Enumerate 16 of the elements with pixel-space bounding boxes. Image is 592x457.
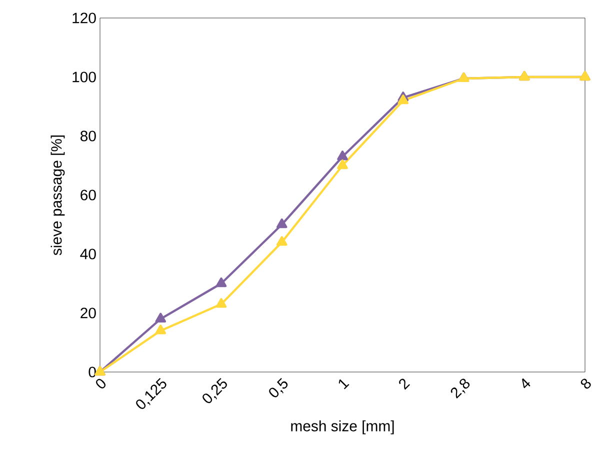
y-tick-label: 80 bbox=[80, 130, 96, 142]
x-tick-label: 2,8 bbox=[450, 378, 470, 399]
y-axis-title: sieve passage [%] bbox=[50, 135, 65, 256]
x-tick-label: 2 bbox=[399, 378, 410, 390]
y-tick-label: 60 bbox=[80, 190, 96, 200]
y-tick-label: 120 bbox=[72, 12, 96, 24]
x-tick-label: 0,5 bbox=[269, 378, 288, 398]
x-tick-label: 0 bbox=[96, 378, 106, 388]
y-tick-label: 0 bbox=[88, 366, 96, 378]
y-tick-label: 20 bbox=[80, 308, 96, 318]
y-tick-label: 40 bbox=[80, 248, 96, 260]
x-axis-title: mesh size [mm] bbox=[291, 420, 394, 434]
x-tick-label: 8 bbox=[580, 378, 591, 389]
x-tick-label: 4 bbox=[522, 378, 530, 388]
x-tick-label: 1 bbox=[338, 379, 350, 390]
y-tick-label: 100 bbox=[72, 72, 96, 82]
